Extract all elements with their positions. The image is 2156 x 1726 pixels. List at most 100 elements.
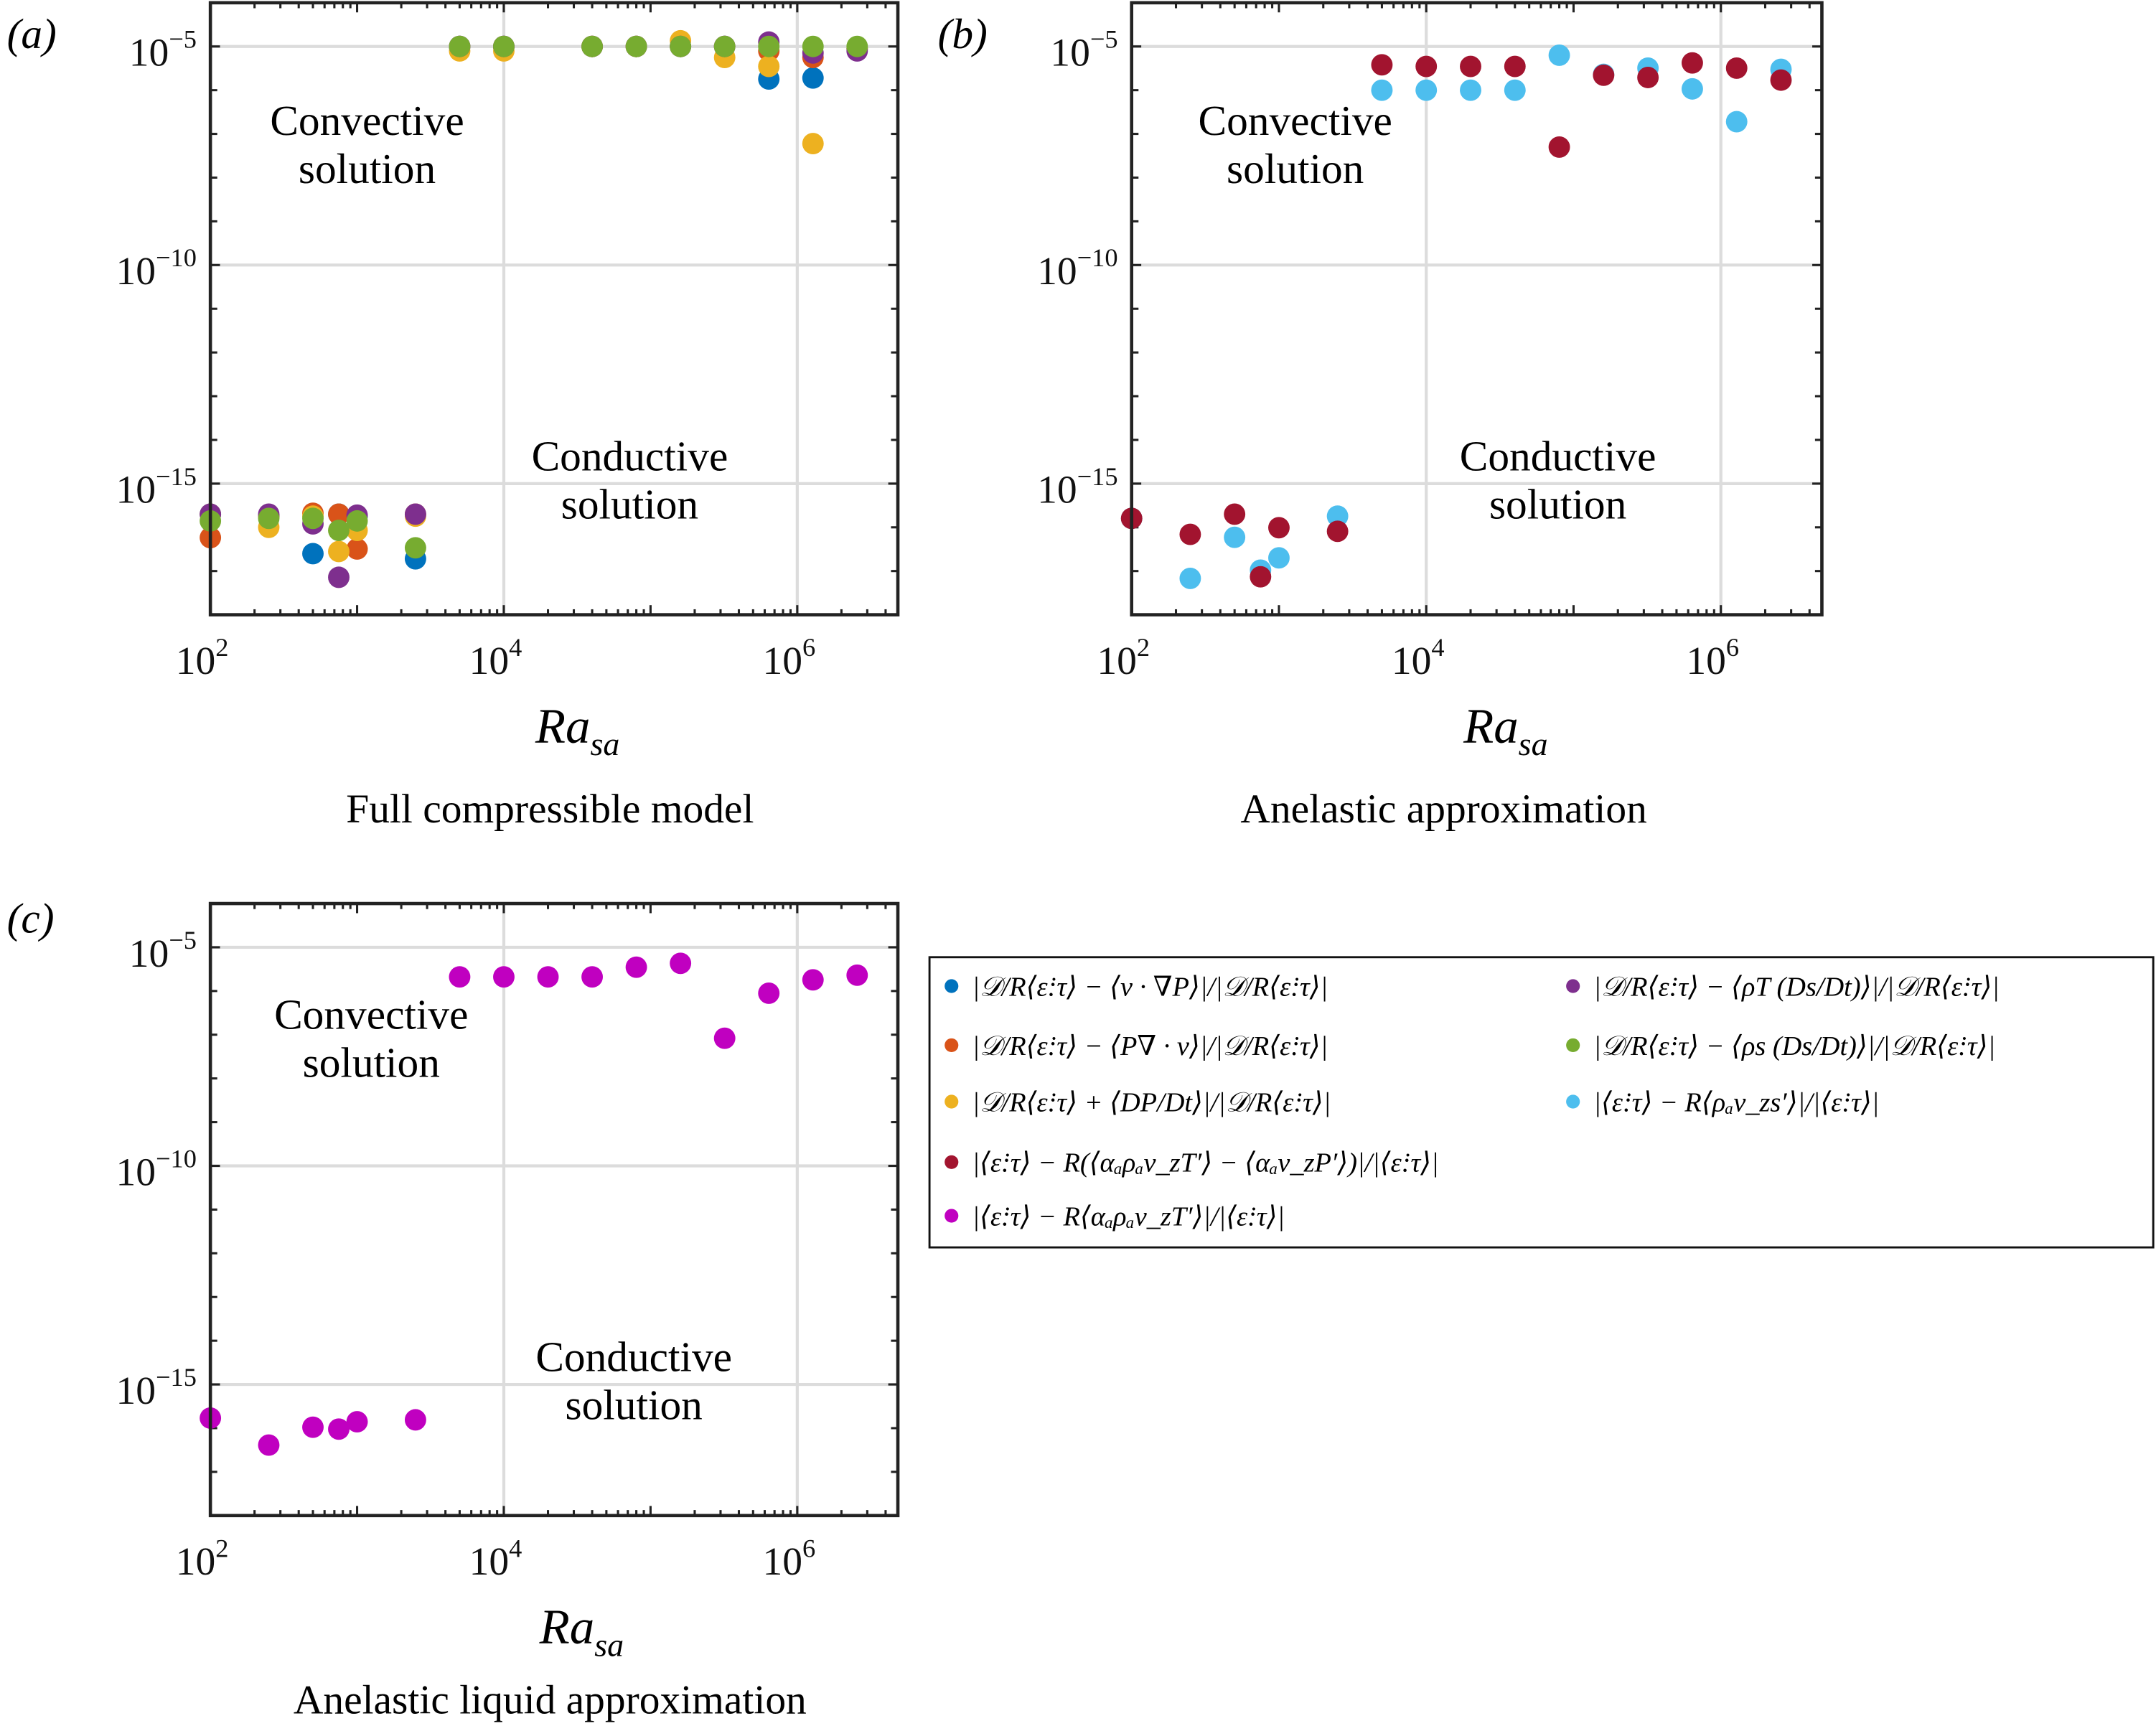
x-axis-label-main: Ra — [1463, 699, 1519, 754]
data-point — [537, 966, 559, 988]
y-tick-label-exponent: −5 — [169, 926, 197, 955]
data-point — [1371, 54, 1393, 76]
x-tick-label: 104 — [469, 1534, 522, 1584]
data-point — [1179, 567, 1201, 589]
data-point — [802, 969, 824, 991]
y-tick-label-exponent: −5 — [1090, 25, 1118, 54]
y-tick-label-exponent: −10 — [156, 1144, 197, 1173]
annotation-convective-solution: Convective — [1199, 97, 1392, 144]
annotation-conductive-solution: solution — [566, 1382, 703, 1429]
legend-item: |⟨ε̇:τ⟩ − R⟨αₐρₐv_zT′⟩|/|⟨ε̇:τ⟩| — [945, 1201, 1285, 1232]
data-point — [404, 1409, 426, 1431]
data-point — [1250, 566, 1272, 588]
data-point — [302, 543, 324, 565]
data-point — [1415, 55, 1438, 78]
y-tick-label: 10−5 — [129, 25, 197, 75]
data-point — [758, 35, 780, 57]
y-tick-label-exponent: −15 — [156, 462, 197, 491]
panel-caption: Full compressible model — [346, 787, 754, 832]
data-point — [449, 966, 471, 988]
data-point — [493, 35, 515, 57]
x-axis-label-subscript: sa — [594, 1626, 624, 1663]
annotation-conductive-solution: Conductive — [1460, 432, 1656, 479]
legend-label: |𝒟/R⟨ε̇:τ⟩ + ⟨DP/Dt⟩|/|𝒟/R⟨ε̇:τ⟩| — [972, 1087, 1331, 1117]
data-point — [328, 1418, 350, 1440]
data-point — [1593, 64, 1615, 86]
data-point — [1681, 52, 1703, 74]
legend-label: |⟨ε̇:τ⟩ − R⟨ρₐv_zs′⟩|/|⟨ε̇:τ⟩| — [1593, 1087, 1879, 1117]
y-tick-label: 10−15 — [116, 1363, 197, 1413]
x-tick-label: 102 — [176, 1534, 229, 1584]
data-point — [404, 503, 426, 525]
x-axis-label-subscript: sa — [1519, 726, 1548, 762]
legend-marker — [945, 1209, 959, 1223]
data-point — [493, 966, 515, 988]
x-tick-label-base: 10 — [469, 639, 510, 683]
data-point — [1548, 136, 1570, 158]
data-point — [670, 35, 692, 57]
data-point — [1179, 523, 1201, 545]
x-tick-label-exponent: 6 — [1726, 633, 1739, 662]
legend: |𝒟/R⟨ε̇:τ⟩ − ⟨v · ∇P⟩|/|𝒟/R⟨ε̇:τ⟩| |𝒟/R⟨ε… — [928, 956, 2155, 1249]
data-point — [1504, 55, 1526, 78]
data-point — [1415, 79, 1438, 101]
legend-marker — [945, 1094, 959, 1109]
data-point — [258, 507, 280, 530]
data-point — [1504, 79, 1526, 101]
x-axis-label: Rasa — [535, 699, 619, 762]
x-tick-label-base: 10 — [1097, 639, 1137, 683]
legend-label: |𝒟/R⟨ε̇:τ⟩ − ⟨ρT (Ds/Dt)⟩|/|𝒟/R⟨ε̇:τ⟩| — [1593, 972, 1999, 1002]
data-point — [581, 35, 604, 57]
y-tick-label: 10−5 — [129, 926, 197, 976]
axes-box — [208, 901, 900, 1518]
x-tick-label-base: 10 — [469, 1539, 510, 1584]
legend-label: |𝒟/R⟨ε̇:τ⟩ − ⟨P∇ · v⟩|/|𝒟/R⟨ε̇:τ⟩| — [972, 1031, 1328, 1061]
data-point — [1770, 69, 1792, 91]
data-point — [846, 964, 868, 986]
data-point — [449, 35, 471, 57]
data-point — [302, 1416, 324, 1438]
x-axis-label-main: Ra — [539, 1600, 595, 1654]
annotation-conductive-solution: solution — [1489, 480, 1626, 527]
panel-caption: Anelastic liquid approximation — [294, 1678, 807, 1723]
data-point — [1548, 44, 1570, 66]
data-point — [1460, 79, 1481, 101]
y-tick-label-exponent: −15 — [156, 1363, 197, 1392]
panel-label: (a) — [7, 10, 57, 57]
x-tick-label-exponent: 2 — [215, 633, 228, 662]
data-point — [1637, 67, 1659, 88]
plot-area — [210, 2, 899, 615]
plot-area — [210, 904, 899, 1516]
y-tick-label-exponent: −5 — [169, 25, 197, 54]
data-point — [302, 507, 324, 530]
data-point — [802, 133, 824, 155]
data-point — [404, 537, 426, 559]
x-tick-label: 104 — [1392, 633, 1445, 683]
x-tick-label-exponent: 4 — [1431, 633, 1444, 662]
data-point — [1326, 520, 1349, 543]
legend-label: |⟨ε̇:τ⟩ − R⟨αₐρₐv_zT′⟩|/|⟨ε̇:τ⟩| — [972, 1201, 1285, 1232]
data-point — [758, 55, 780, 78]
x-tick-label: 102 — [176, 633, 229, 683]
legend-label: |𝒟/R⟨ε̇:τ⟩ − ⟨v · ∇P⟩|/|𝒟/R⟨ε̇:τ⟩| — [972, 972, 1328, 1002]
x-tick-label-exponent: 2 — [1137, 633, 1150, 662]
data-point — [1371, 79, 1393, 101]
legend-marker — [945, 979, 959, 993]
x-tick-label-base: 10 — [762, 639, 802, 683]
y-tick-label-base: 10 — [116, 468, 156, 512]
x-tick-label-base: 10 — [176, 1539, 216, 1584]
x-tick-label: 106 — [762, 1534, 815, 1584]
y-tick-label-exponent: −10 — [1077, 243, 1118, 272]
x-tick-label: 102 — [1097, 633, 1150, 683]
data-point — [625, 35, 647, 57]
y-tick-label: 10−10 — [1037, 243, 1117, 294]
y-tick-label-base: 10 — [1037, 468, 1077, 512]
data-point — [713, 35, 736, 57]
data-point — [346, 510, 368, 532]
panel-label: (c) — [7, 894, 55, 942]
data-point — [1268, 547, 1290, 569]
y-tick-label-base: 10 — [116, 1150, 156, 1194]
data-point — [581, 966, 604, 988]
